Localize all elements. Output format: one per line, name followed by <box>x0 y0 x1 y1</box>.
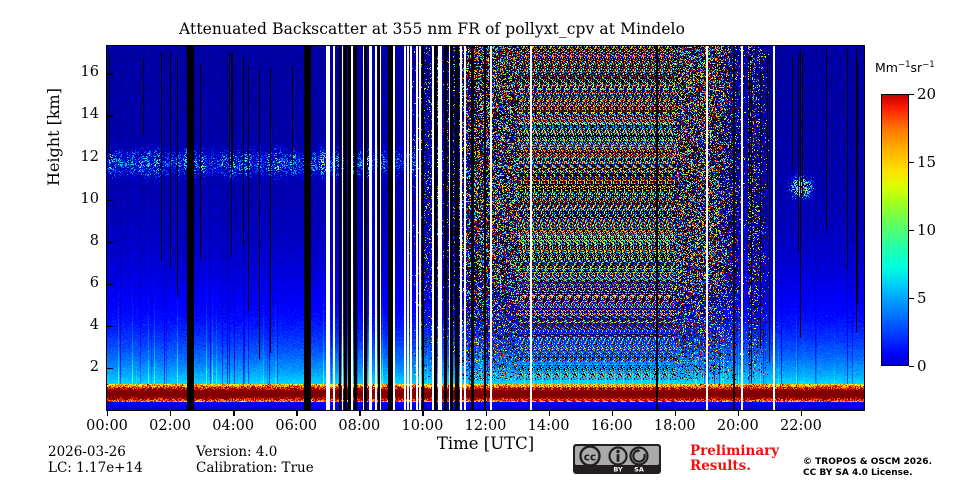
x-tick-label-22:00: 22:00 <box>780 418 822 434</box>
preliminary-results-note: Preliminary Results. <box>690 443 780 474</box>
y-tick-mark <box>107 283 113 286</box>
x-tick-mark <box>485 410 487 416</box>
x-axis: 00:00 02:00 04:00 06:00 08:00 10:00 12:00 14:00… <box>86 410 864 440</box>
x-tick-mark <box>674 410 677 416</box>
x-tick-mark <box>737 410 740 416</box>
x-tick-label-12:00: 12:00 <box>464 418 507 434</box>
y-tick-mark <box>107 199 113 201</box>
y-tick-mark <box>107 325 113 328</box>
colorbar-tick-mark <box>909 230 914 232</box>
x-tick-mark <box>296 410 298 416</box>
colorbar-tick-label-5: 5 <box>917 289 927 307</box>
y-tick-label-14: 14 <box>80 106 99 123</box>
y-tick-mark <box>107 115 113 117</box>
y-tick-mark <box>107 73 113 75</box>
y-axis-label: Height [km] <box>44 88 63 186</box>
y-tick-mark <box>107 241 113 244</box>
colorbar-tick-mark <box>909 366 914 368</box>
x-tick-mark <box>233 410 235 416</box>
svg-text:SA: SA <box>634 466 644 474</box>
x-tick-label-04:00: 04:00 <box>212 418 255 434</box>
x-tick-mark <box>800 410 803 416</box>
x-tick-label-06:00: 06:00 <box>275 418 318 434</box>
x-tick-label-18:00: 18:00 <box>653 418 696 434</box>
x-tick-mark <box>359 410 361 416</box>
chart-title: Attenuated Backscatter at 355 nm FR of p… <box>178 20 686 38</box>
svg-text:cc: cc <box>584 452 596 464</box>
colorbar-gradient <box>881 94 909 366</box>
colorbar-tick-mark <box>909 94 914 96</box>
colorbar-tick-label-0: 0 <box>917 357 927 375</box>
colorbar-tick-label-15: 15 <box>917 153 937 171</box>
x-tick-label-00:00: 00:00 <box>86 418 128 434</box>
x-tick-mark <box>107 410 109 416</box>
y-tick-mark <box>107 157 113 159</box>
x-tick-label-20:00: 20:00 <box>716 418 759 434</box>
colorbar-tick-mark <box>909 298 914 300</box>
y-tick-label-10: 10 <box>80 190 99 207</box>
colorbar-tick-label-10: 10 <box>917 221 937 239</box>
attenuated-backscatter-heatmap <box>107 46 864 410</box>
colorbar: 0 5 10 15 20 <box>881 85 936 375</box>
colorbar-tick-mark <box>909 162 914 164</box>
metadata-version-calibration: Version: 4.0 Calibration: True <box>196 444 314 476</box>
x-tick-label-08:00: 08:00 <box>338 418 381 434</box>
y-tick-label-16: 16 <box>80 64 99 81</box>
x-tick-mark <box>170 410 172 416</box>
svg-text:BY: BY <box>613 466 623 474</box>
y-tick-label-4: 4 <box>89 316 99 333</box>
x-axis-label: Time [UTC] <box>436 434 535 453</box>
y-tick-label-2: 2 <box>89 358 99 375</box>
y-tick-label-8: 8 <box>89 232 99 249</box>
x-tick-label-10:00: 10:00 <box>401 418 444 434</box>
colorbar-unit-label: Mm−1sr−1 <box>875 60 935 76</box>
x-tick-label-14:00: 14:00 <box>527 418 570 434</box>
x-tick-label-02:00: 02:00 <box>149 418 191 434</box>
y-tick-label-6: 6 <box>89 274 99 291</box>
colorbar-tick-label-20: 20 <box>917 85 937 103</box>
y-tick-mark <box>107 367 113 370</box>
copyright-note: © TROPOS & OSCM 2026. CC BY SA 4.0 Licen… <box>803 457 932 478</box>
x-tick-label-16:00: 16:00 <box>590 418 633 434</box>
x-tick-mark <box>611 410 614 416</box>
metadata-date-lc: 2026-03-26 LC: 1.17e+14 <box>48 444 143 476</box>
y-tick-label-12: 12 <box>80 148 99 165</box>
x-tick-mark <box>422 410 424 416</box>
y-axis: Height [km] 2 4 6 8 10 12 14 16 <box>44 46 113 410</box>
creative-commons-badge: cc BY SA <box>573 444 661 474</box>
x-tick-mark <box>548 410 550 416</box>
